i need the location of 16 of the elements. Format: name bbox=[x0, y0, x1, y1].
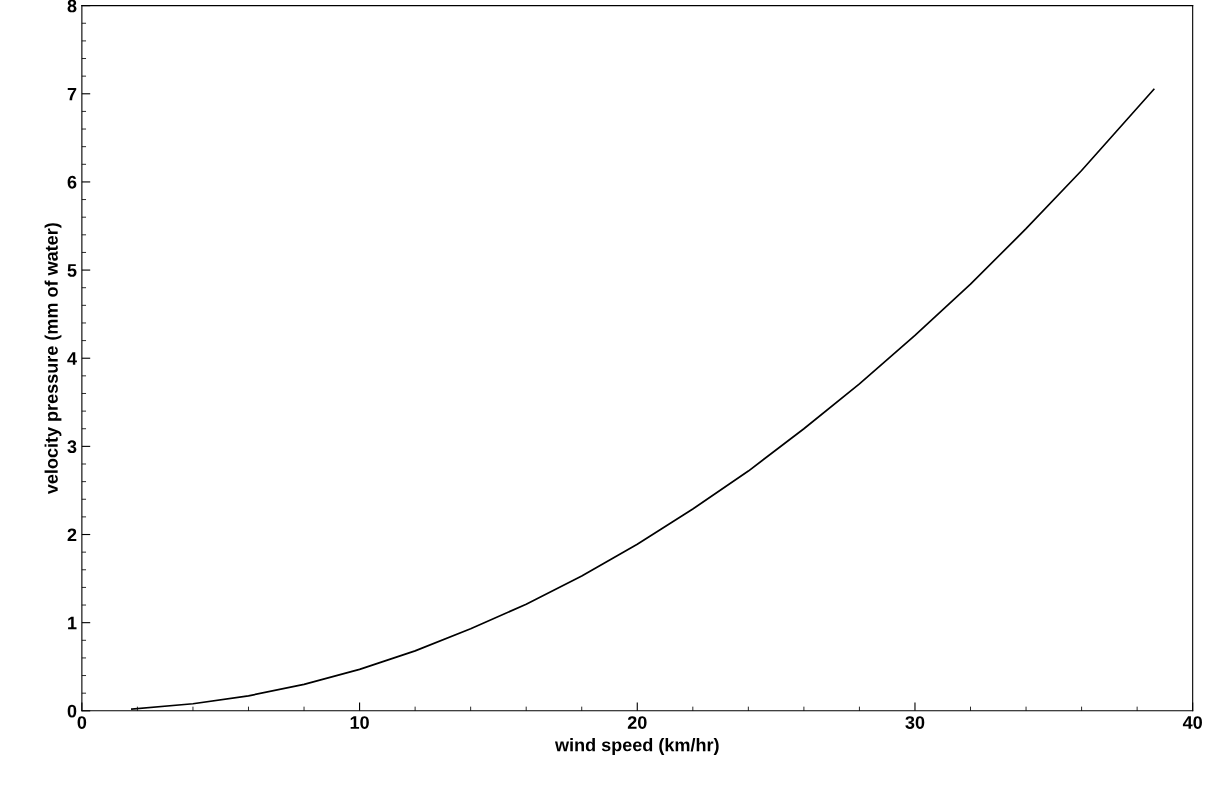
y-tick-label: 7 bbox=[67, 87, 77, 101]
x-tick-label: 20 bbox=[627, 716, 647, 729]
x-tick-label: 40 bbox=[1182, 716, 1202, 729]
y-axis-title: velocity pressure (mm of water) bbox=[44, 223, 62, 495]
y-tick-label: 6 bbox=[67, 175, 77, 189]
y-tick-label: 1 bbox=[68, 616, 77, 630]
y-tick-label: 2 bbox=[67, 528, 77, 542]
x-axis-title: wind speed (km/hr) bbox=[554, 738, 719, 755]
y-tick-label: 8 bbox=[67, 0, 77, 13]
x-tick-label: 0 bbox=[77, 716, 87, 729]
x-tick-label: 30 bbox=[905, 716, 925, 729]
y-tick-label: 3 bbox=[67, 440, 77, 454]
y-tick-label: 0 bbox=[67, 704, 77, 718]
y-tick-label: 5 bbox=[67, 264, 77, 277]
y-tick-label: 4 bbox=[67, 352, 77, 365]
x-tick-label: 10 bbox=[350, 716, 369, 729]
